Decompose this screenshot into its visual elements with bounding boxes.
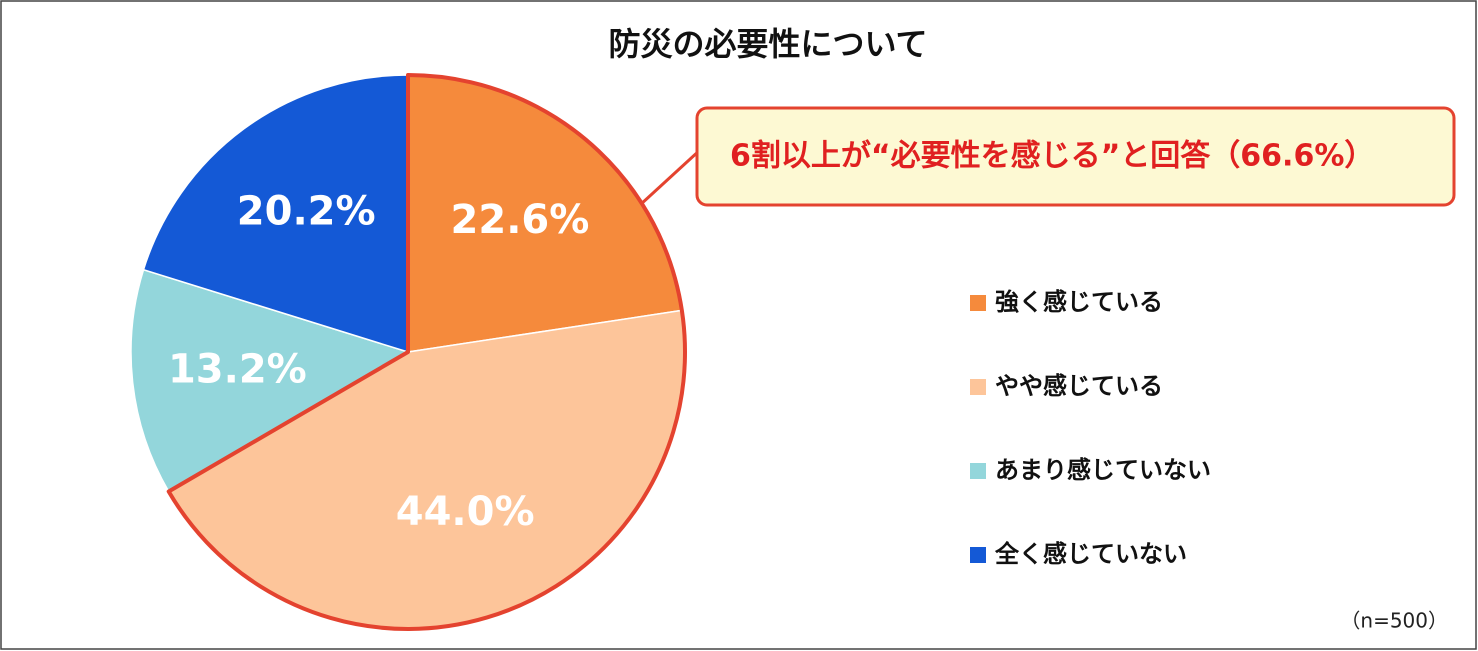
pie-slice: [130, 268, 410, 493]
chart-title: 防災の必要性について: [608, 25, 927, 63]
legend-swatch: [970, 463, 986, 479]
pie-slice: [142, 74, 409, 354]
legend-swatch: [970, 295, 986, 311]
pie: 22.6% 44.0% 13.2% 20.2%: [130, 73, 687, 631]
legend-swatch: [970, 379, 986, 395]
data-label: 13.2%: [168, 346, 307, 392]
callout-box: [695, 106, 1456, 207]
note: （n=500）: [1340, 609, 1448, 633]
data-label: 44.0%: [396, 489, 535, 535]
annotation: 6割以上が“必要性を感じる”と回答（66.6%）: [730, 139, 1374, 174]
legend-label: 強く感じている: [995, 288, 1163, 316]
legend-label: あまり感じていない: [995, 456, 1211, 484]
legend-label: やや感じている: [995, 372, 1163, 400]
callout-pointer: [638, 148, 702, 207]
legend-swatch: [970, 547, 986, 563]
legend-label: 全く感じていない: [994, 540, 1187, 568]
data-label: 20.2%: [237, 189, 376, 235]
highlight-outline: [166, 73, 687, 631]
data-label: 22.6%: [451, 197, 590, 243]
